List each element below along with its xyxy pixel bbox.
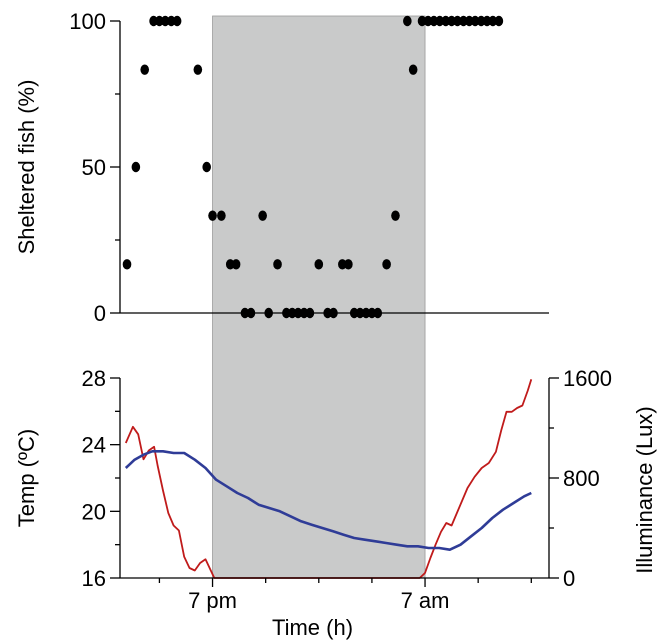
sheltered-fish-point (264, 307, 273, 319)
top-y-tick-label: 50 (82, 155, 106, 180)
sheltered-fish-point (314, 259, 324, 270)
temperature-line (124, 450, 532, 551)
temp-tick-label: 28 (82, 366, 106, 391)
sheltered-fish-point (494, 15, 504, 27)
temp-tick-label: 24 (82, 433, 106, 458)
time-tick-label: 7 am (401, 588, 450, 613)
sheltered-fish-point (453, 15, 462, 27)
sheltered-fish-point (435, 15, 445, 27)
sheltered-fish-point (231, 259, 241, 270)
illuminance-axis-title: Illuminance (Lux) (632, 406, 657, 574)
illuminance-tick-label: 0 (563, 566, 575, 591)
sheltered-fish-point (338, 259, 347, 270)
sheltered-fish-panel: 0 50 100 Sheltered fish (%) (14, 9, 549, 326)
bottom-ticks: 16 20 24 28 0 800 1600 7 pm 7 am (82, 366, 612, 613)
dark-period-band (212, 15, 426, 579)
sheltered-fish-points (122, 15, 504, 319)
sheltered-fish-point (131, 161, 141, 173)
sheltered-fish-point (355, 307, 365, 319)
time-tick-label: 7 pm (188, 588, 237, 613)
sheltered-fish-point (140, 64, 150, 75)
top-y-tick-label: 100 (69, 9, 106, 34)
temp-tick-label: 20 (82, 499, 106, 524)
sheltered-fish-point (122, 259, 132, 270)
sheltered-fish-point (329, 307, 338, 319)
temp-illuminance-panel: 16 20 24 28 0 800 1600 7 pm 7 am Temp (ºC) Illum… (14, 366, 657, 640)
sheltered-fish-point (470, 15, 480, 27)
sheltered-fish-point (391, 210, 400, 221)
time-axis-title: Time (h) (272, 615, 353, 640)
sheltered-fish-point (193, 64, 203, 75)
sheltered-fish-point (305, 307, 315, 319)
sheltered-fish-point (172, 15, 182, 27)
illuminance-tick-label: 1600 (563, 366, 612, 391)
sheltered-fish-point (202, 161, 211, 173)
sheltered-fish-point (382, 259, 391, 270)
top-y-axis-title: Sheltered fish (%) (14, 80, 39, 255)
sheltered-fish-point (293, 307, 303, 319)
temp-axis-title: Temp (ºC) (14, 429, 39, 527)
sheltered-fish-point (488, 15, 498, 27)
sheltered-fish-point (373, 307, 383, 319)
sheltered-fish-point (160, 15, 170, 27)
top-y-tick-label: 0 (94, 301, 106, 326)
sheltered-fish-point (208, 210, 217, 221)
sheltered-fish-point (344, 259, 353, 270)
illuminance-tick-label: 800 (563, 466, 600, 491)
temp-tick-label: 16 (82, 566, 106, 591)
sheltered-fish-point (240, 307, 250, 319)
sheltered-fish-point (258, 210, 267, 221)
sheltered-fish-point (408, 64, 418, 75)
sheltered-fish-point (246, 307, 256, 319)
sheltered-fish-point (273, 259, 282, 270)
sheltered-fish-point (403, 15, 412, 27)
top-y-ticks: 0 50 100 (69, 9, 120, 326)
sheltered-fish-point (417, 15, 427, 27)
sheltered-fish-point (217, 210, 226, 221)
